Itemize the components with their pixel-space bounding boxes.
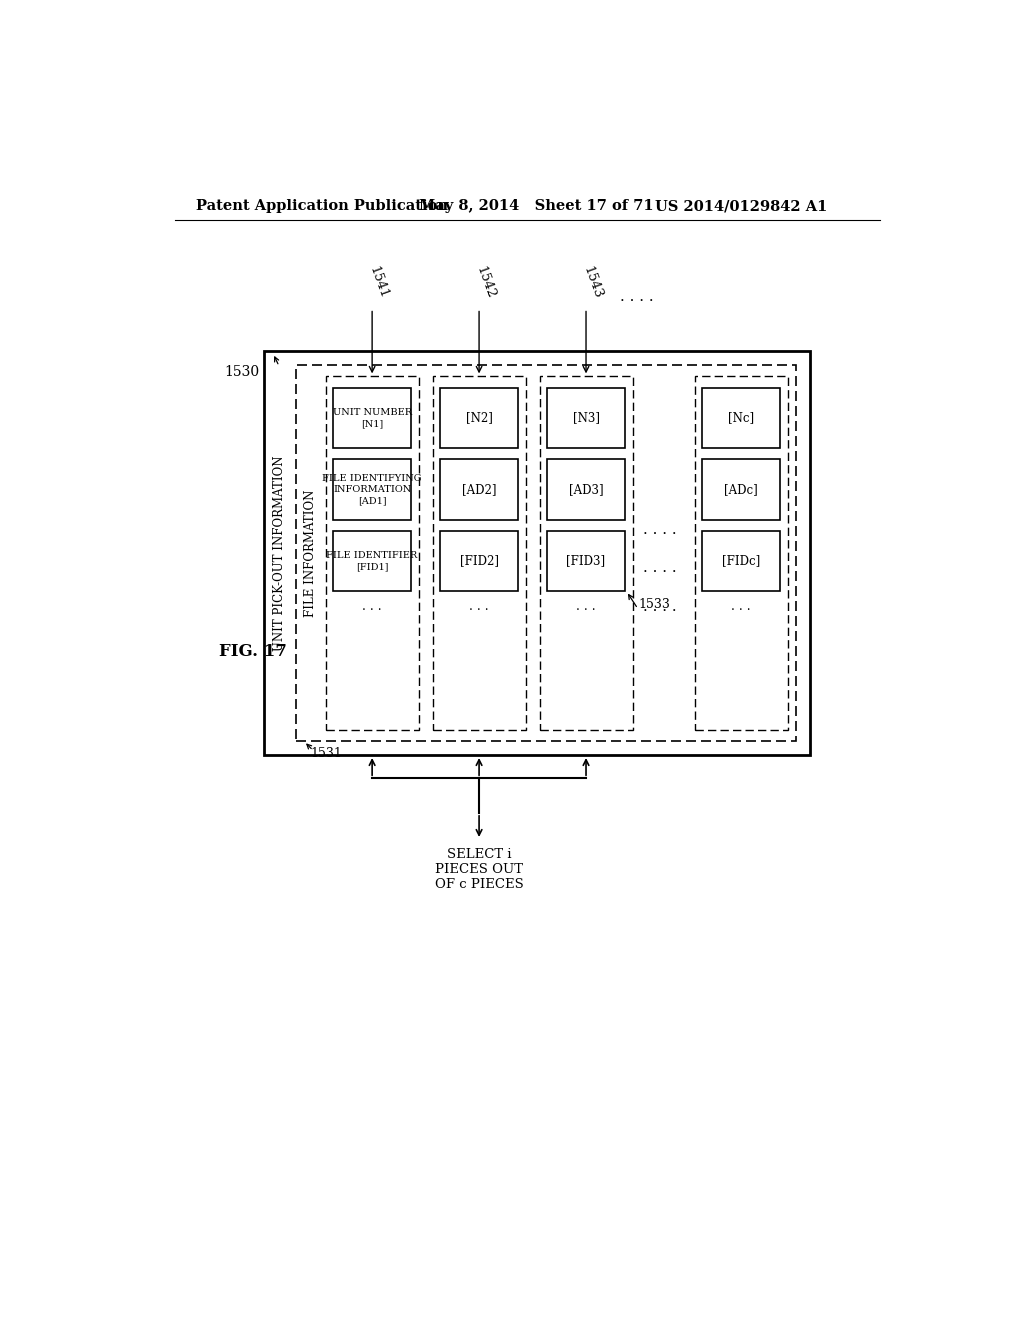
Text: FILE IDENTIFYING
INFORMATION
[AD1]: FILE IDENTIFYING INFORMATION [AD1]: [323, 474, 422, 506]
Text: 1531: 1531: [310, 747, 342, 760]
Bar: [702, 388, 779, 447]
Text: . . . .: . . . .: [620, 290, 653, 304]
Text: [FID2]: [FID2]: [460, 554, 499, 568]
Text: FILE INFORMATION: FILE INFORMATION: [304, 490, 316, 616]
Text: . . .: . . .: [362, 601, 382, 612]
Text: 1543: 1543: [581, 265, 604, 301]
Text: [Nc]: [Nc]: [728, 412, 754, 425]
Text: [N3]: [N3]: [572, 412, 599, 425]
Bar: [334, 388, 411, 447]
Bar: [326, 376, 419, 730]
Text: [N2]: [N2]: [466, 412, 493, 425]
Bar: [296, 364, 796, 742]
Text: . . .: . . .: [469, 601, 488, 612]
Text: FILE IDENTIFIER
[FID1]: FILE IDENTIFIER [FID1]: [327, 550, 418, 572]
Text: SELECT i
PIECES OUT
OF c PIECES: SELECT i PIECES OUT OF c PIECES: [435, 847, 523, 891]
Bar: [547, 459, 625, 520]
Text: . . . .: . . . .: [643, 523, 677, 537]
Text: 1533: 1533: [638, 598, 670, 611]
Text: [FIDc]: [FIDc]: [722, 554, 760, 568]
Text: . . . .: . . . .: [643, 561, 677, 576]
Text: . . .: . . .: [731, 601, 751, 612]
Bar: [702, 531, 779, 591]
Bar: [547, 388, 625, 447]
Bar: [702, 459, 779, 520]
Text: 1541: 1541: [367, 265, 390, 301]
Text: 1542: 1542: [473, 265, 497, 301]
Bar: [440, 459, 518, 520]
Text: UNIT PICK-OUT INFORMATION: UNIT PICK-OUT INFORMATION: [272, 455, 286, 651]
Text: May 8, 2014   Sheet 17 of 71: May 8, 2014 Sheet 17 of 71: [419, 199, 653, 213]
Bar: [440, 388, 518, 447]
Bar: [432, 376, 525, 730]
Text: UNIT NUMBER
[N1]: UNIT NUMBER [N1]: [333, 408, 412, 428]
Text: [AD2]: [AD2]: [462, 483, 497, 496]
Bar: [694, 376, 787, 730]
Bar: [334, 459, 411, 520]
Text: [FID3]: [FID3]: [566, 554, 605, 568]
Bar: [547, 531, 625, 591]
Text: [AD3]: [AD3]: [568, 483, 603, 496]
Text: . . .: . . .: [577, 601, 596, 612]
Text: 1530: 1530: [224, 366, 260, 379]
Text: FIG. 17: FIG. 17: [219, 643, 288, 660]
Bar: [263, 351, 810, 755]
Text: Patent Application Publication: Patent Application Publication: [197, 199, 449, 213]
Bar: [540, 376, 633, 730]
Text: . . . .: . . . .: [643, 599, 677, 614]
Text: [ADc]: [ADc]: [724, 483, 758, 496]
Text: US 2014/0129842 A1: US 2014/0129842 A1: [655, 199, 827, 213]
Bar: [440, 531, 518, 591]
Bar: [334, 531, 411, 591]
